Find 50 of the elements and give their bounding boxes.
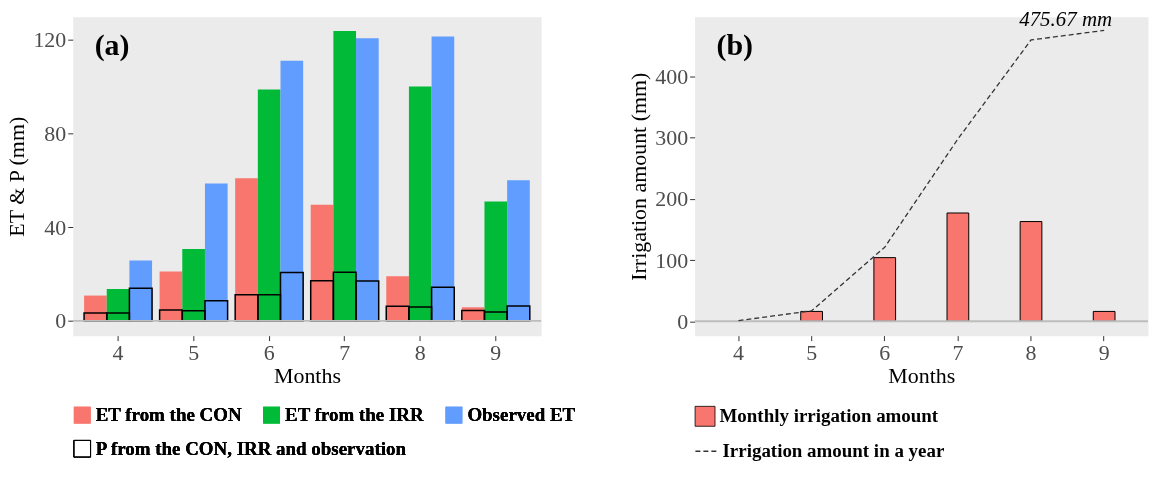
bar xyxy=(408,86,432,321)
x-tick-label: 7 xyxy=(339,340,351,366)
annotation: (a) xyxy=(94,27,130,62)
bar xyxy=(1019,221,1043,322)
x-tick-label: 6 xyxy=(879,340,891,366)
y-tick-label: 0 xyxy=(55,308,67,334)
bar xyxy=(946,212,970,322)
bar xyxy=(257,89,281,321)
bar xyxy=(484,201,508,321)
bar xyxy=(873,257,897,322)
bar xyxy=(333,31,357,321)
x-tick-label: 6 xyxy=(263,340,275,366)
bar xyxy=(356,38,379,321)
bar xyxy=(310,204,334,321)
bar xyxy=(129,260,153,321)
bar xyxy=(507,180,530,321)
legend-label: P from the CON, IRR and observation xyxy=(95,437,407,459)
x-axis-title: Months xyxy=(273,362,341,388)
y-axis-title: ET & P (mm) xyxy=(4,116,30,237)
bar xyxy=(235,178,258,321)
x-tick-label: 8 xyxy=(414,340,426,366)
annotation: (b) xyxy=(716,27,754,62)
y-tick-label: 100 xyxy=(655,247,689,273)
y-tick-label: 40 xyxy=(44,214,67,240)
y-tick-label: 80 xyxy=(44,120,67,146)
x-tick-label: 4 xyxy=(733,340,744,366)
x-tick-label: 4 xyxy=(112,340,124,366)
annotation: 475.67 mm xyxy=(1019,7,1113,32)
bar xyxy=(431,36,455,321)
legend-label: ET from the CON xyxy=(95,404,242,426)
bar xyxy=(386,276,409,321)
x-tick-label: 9 xyxy=(1098,340,1110,366)
x-tick-label: 8 xyxy=(1025,340,1037,366)
legend-label: Irrigation amount in a year xyxy=(722,440,945,462)
bar xyxy=(159,271,183,321)
bar xyxy=(204,183,228,321)
y-tick-label: 300 xyxy=(655,125,689,151)
y-tick-label: 0 xyxy=(677,308,689,334)
x-tick-label: 9 xyxy=(490,340,502,366)
y-tick-label: 200 xyxy=(655,186,689,212)
y-axis-title: Irrigation amount (mm) xyxy=(626,72,652,281)
x-tick-label: 5 xyxy=(806,340,818,366)
bar xyxy=(280,60,304,321)
legend-label: ET from the IRR xyxy=(285,404,424,426)
y-tick-label: 400 xyxy=(655,64,689,90)
bar xyxy=(182,248,205,321)
legend-label: Monthly irrigation amount xyxy=(719,405,939,427)
x-tick-label: 5 xyxy=(188,340,200,366)
legend-label: Observed ET xyxy=(467,404,576,426)
y-tick-label: 120 xyxy=(33,27,67,53)
